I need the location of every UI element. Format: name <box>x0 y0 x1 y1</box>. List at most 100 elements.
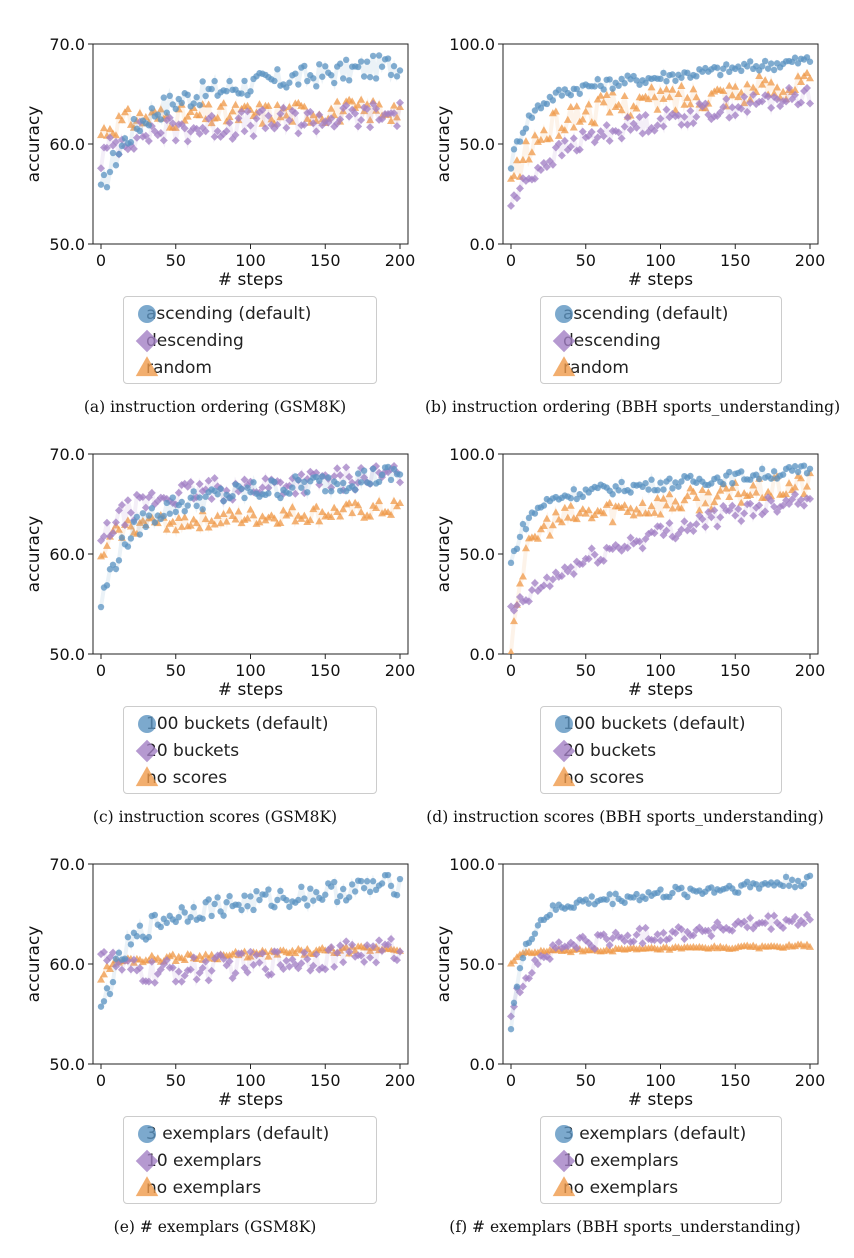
legend-entry: 20 buckets <box>549 738 656 764</box>
data-point <box>557 944 566 953</box>
data-point <box>653 494 662 502</box>
data-point <box>289 484 296 491</box>
data-point <box>273 100 282 109</box>
data-point <box>530 131 539 139</box>
data-point <box>539 581 548 590</box>
data-point <box>746 99 755 108</box>
y-tick-label: 50.0 <box>49 645 85 664</box>
chart-panel-e: 50.0 60.0 70.0 0 50 100 150 200 # steps accuracy 3… <box>15 850 415 1258</box>
data-point <box>171 956 180 964</box>
legend-label: no scores <box>563 768 645 788</box>
data-point <box>521 176 530 185</box>
data-point <box>677 82 686 90</box>
data-point <box>384 55 392 62</box>
data-point <box>153 969 162 978</box>
legend-label: 10 exemplars <box>146 1151 262 1171</box>
data-point <box>114 525 123 533</box>
data-point <box>357 951 366 960</box>
series-layer <box>97 462 404 611</box>
data-point <box>758 510 767 519</box>
data-point <box>572 515 581 523</box>
data-point <box>126 522 135 530</box>
data-point <box>213 511 222 519</box>
data-point <box>533 163 542 172</box>
chart-svg-c: 50.0 60.0 70.0 0 50 100 150 200 # steps accuracy <box>24 445 415 700</box>
data-point <box>596 91 605 99</box>
data-point <box>674 89 683 97</box>
data-point <box>744 63 751 70</box>
data-point <box>507 648 515 654</box>
data-point <box>537 104 545 112</box>
data-point <box>761 91 770 100</box>
series-layer <box>507 870 814 1033</box>
data-point <box>144 136 153 145</box>
data-point <box>285 116 294 125</box>
x-tick-label: 100 <box>235 1071 266 1090</box>
data-point <box>345 947 354 956</box>
data-point <box>638 499 647 507</box>
data-point <box>764 65 772 72</box>
data-point <box>738 468 745 475</box>
data-point <box>144 977 153 986</box>
data-point <box>758 80 767 88</box>
data-point <box>220 497 227 505</box>
data-point <box>572 944 581 953</box>
data-point <box>393 956 402 965</box>
data-point <box>174 488 183 497</box>
data-point <box>704 488 713 496</box>
data-point <box>348 881 356 888</box>
data-point <box>728 91 737 99</box>
data-point <box>184 91 191 99</box>
data-point <box>728 501 737 510</box>
data-point <box>585 900 592 907</box>
data-point <box>519 954 527 962</box>
data-point <box>524 974 533 983</box>
data-point <box>369 52 377 60</box>
data-point <box>315 517 324 525</box>
legend-label: descending <box>563 331 661 351</box>
data-point <box>513 983 521 990</box>
data-point <box>390 497 399 505</box>
data-point <box>117 116 126 124</box>
chart-svg-b: 0.0 50.0 100.0 0 50 100 150 200 # steps accuracy <box>434 35 825 290</box>
data-point <box>507 1012 515 1021</box>
data-point <box>555 86 563 94</box>
data-point <box>567 91 574 99</box>
data-point <box>360 73 368 80</box>
data-point <box>719 103 728 112</box>
data-point <box>509 606 518 615</box>
data-point <box>579 493 586 501</box>
data-point <box>806 74 814 82</box>
legend-marker-shape <box>552 1176 576 1197</box>
data-point <box>680 517 689 526</box>
data-point <box>689 119 698 128</box>
data-point <box>782 97 791 106</box>
data-point <box>342 942 351 951</box>
data-point <box>683 492 692 500</box>
y-tick-label: 70.0 <box>49 35 85 54</box>
data-point <box>103 582 111 589</box>
data-point <box>166 92 173 100</box>
data-point <box>393 122 402 131</box>
data-point <box>115 949 123 956</box>
data-point <box>264 111 273 120</box>
data-point <box>337 487 344 494</box>
data-point <box>770 468 778 475</box>
data-point <box>100 998 108 1005</box>
data-point <box>566 142 575 151</box>
data-point <box>716 108 725 117</box>
data-point <box>309 961 318 970</box>
legend-entry: 3 exemplars (default) <box>549 1121 746 1147</box>
data-point <box>767 103 776 112</box>
data-point <box>186 107 195 115</box>
data-point <box>575 145 584 154</box>
data-point <box>749 83 758 91</box>
data-point <box>336 512 345 520</box>
data-point <box>737 517 746 526</box>
data-point <box>285 962 294 971</box>
x-tick-label: 0 <box>506 251 516 270</box>
legend-label: ascending (default) <box>146 304 312 324</box>
data-point <box>725 506 734 515</box>
data-point <box>327 104 336 112</box>
data-point <box>204 100 213 108</box>
